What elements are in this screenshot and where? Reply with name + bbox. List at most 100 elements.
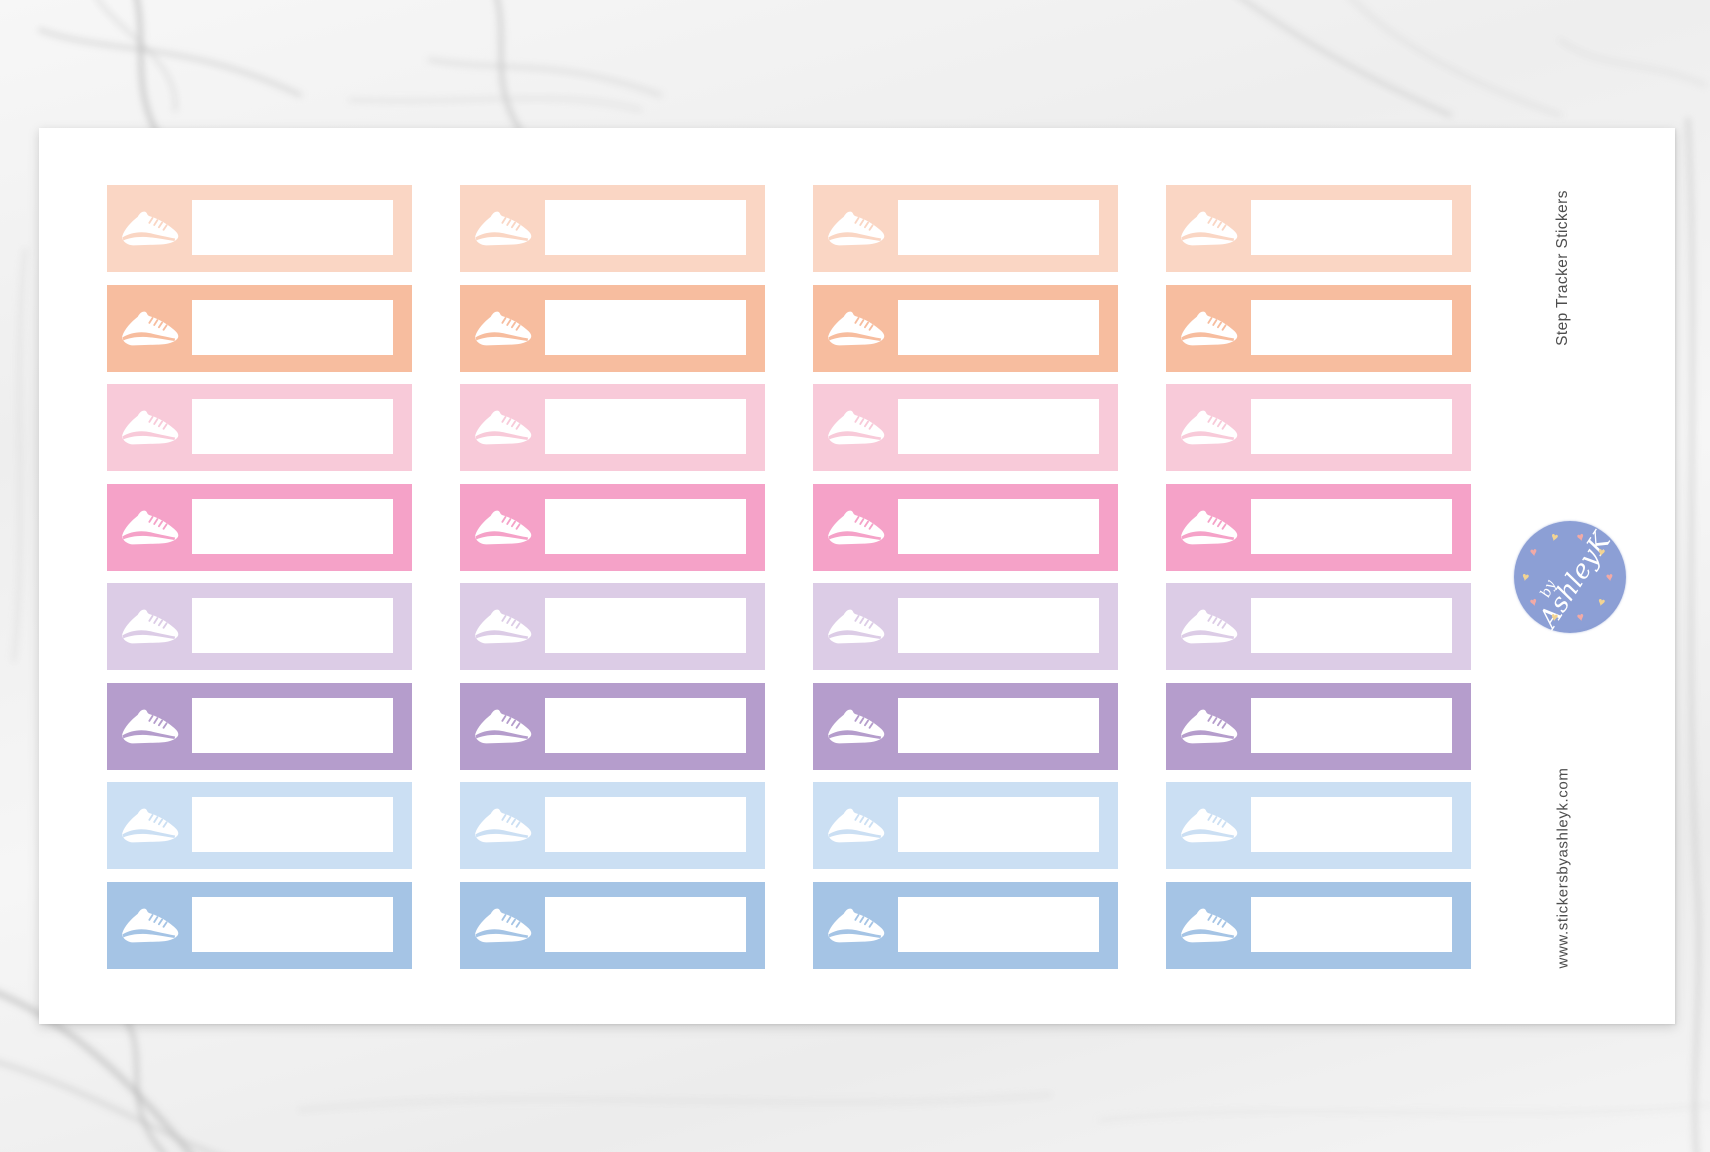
write-in-box xyxy=(192,896,393,952)
write-in-box xyxy=(1251,697,1452,753)
write-in-box xyxy=(545,299,746,355)
write-in-box xyxy=(545,896,746,952)
step-tracker-sticker-pastel-blue xyxy=(1166,782,1471,869)
write-in-box xyxy=(1251,598,1452,653)
write-in-box xyxy=(1251,299,1452,355)
step-tracker-sticker-pastel-lilac xyxy=(1166,583,1471,670)
step-tracker-sticker-pastel-peach xyxy=(460,185,765,272)
write-in-box xyxy=(545,797,746,852)
step-tracker-sticker-pink xyxy=(107,483,412,571)
sneaker-icon xyxy=(475,908,532,942)
sneaker-icon xyxy=(122,211,179,246)
website-url: www.stickersbyashleyk.com xyxy=(1554,767,1572,969)
sneaker-icon xyxy=(828,211,885,246)
sheet-title: Step Tracker Stickers xyxy=(1554,190,1571,346)
heart-icon: ♥ xyxy=(1549,529,1560,545)
write-in-box xyxy=(1251,498,1452,554)
sneaker-icon xyxy=(475,609,532,644)
step-tracker-sticker-pastel-pink xyxy=(813,384,1118,471)
write-in-box xyxy=(898,399,1099,454)
write-in-box xyxy=(898,498,1099,554)
write-in-box xyxy=(1251,896,1452,952)
write-in-box xyxy=(192,598,393,653)
sneaker-icon xyxy=(1181,311,1238,345)
sneaker-icon xyxy=(122,609,179,644)
sneaker-icon xyxy=(475,311,532,345)
step-tracker-sticker-pastel-lilac xyxy=(107,583,412,670)
write-in-box xyxy=(898,598,1099,653)
heart-icon: ♥ xyxy=(1596,594,1607,610)
write-in-box xyxy=(192,797,393,852)
sneaker-icon xyxy=(1181,609,1238,644)
step-tracker-sticker-pastel-peach xyxy=(1166,185,1471,272)
write-in-box xyxy=(192,697,393,753)
sneaker-icon xyxy=(475,709,532,743)
sneaker-icon xyxy=(828,808,885,843)
sneaker-icon xyxy=(475,510,532,544)
write-in-box xyxy=(192,299,393,355)
heart-icon: ♥ xyxy=(1605,569,1615,585)
write-in-box xyxy=(192,399,393,454)
step-tracker-sticker-lilac xyxy=(813,682,1118,770)
write-in-box xyxy=(898,697,1099,753)
sneaker-icon xyxy=(122,311,179,345)
sneaker-icon xyxy=(122,510,179,544)
write-in-box xyxy=(898,200,1099,255)
sneaker-icon xyxy=(828,311,885,345)
step-tracker-sticker-peach xyxy=(1166,284,1471,372)
write-in-box xyxy=(545,697,746,753)
step-tracker-sticker-pastel-peach xyxy=(107,185,412,272)
step-tracker-sticker-pastel-pink xyxy=(107,384,412,471)
step-tracker-sticker-pastel-blue xyxy=(813,782,1118,869)
sneaker-icon xyxy=(475,211,532,246)
write-in-box xyxy=(192,200,393,255)
heart-icon: ♥ xyxy=(1575,609,1586,625)
step-tracker-sticker-lilac xyxy=(107,682,412,770)
step-tracker-sticker-pink xyxy=(1166,483,1471,571)
sneaker-icon xyxy=(1181,908,1238,942)
sneaker-icon xyxy=(122,808,179,843)
write-in-box xyxy=(1251,797,1452,852)
write-in-box xyxy=(545,598,746,653)
logo-script: by AshleyK xyxy=(1525,522,1616,633)
sneaker-icon xyxy=(1181,510,1238,544)
sneaker-icon xyxy=(828,410,885,445)
sneaker-icon xyxy=(1181,709,1238,743)
sneaker-icon xyxy=(122,410,179,445)
step-tracker-sticker-pastel-blue xyxy=(107,782,412,869)
step-tracker-sticker-peach xyxy=(813,284,1118,372)
write-in-box xyxy=(898,797,1099,852)
sneaker-icon xyxy=(1181,211,1238,246)
write-in-box xyxy=(898,299,1099,355)
step-tracker-sticker-pastel-lilac xyxy=(460,583,765,670)
step-tracker-sticker-pastel-peach xyxy=(813,185,1118,272)
write-in-box xyxy=(545,399,746,454)
sticker-grid xyxy=(107,185,1471,969)
write-in-box xyxy=(1251,399,1452,454)
heart-icon: ♥ xyxy=(1520,569,1531,585)
heart-icon: ♥ xyxy=(1529,544,1539,560)
step-tracker-sticker-lilac xyxy=(1166,682,1471,770)
step-tracker-sticker-blue xyxy=(813,881,1118,969)
step-tracker-sticker-pastel-lilac xyxy=(813,583,1118,670)
sneaker-icon xyxy=(122,908,179,942)
sneaker-icon xyxy=(828,709,885,743)
step-tracker-sticker-pastel-pink xyxy=(1166,384,1471,471)
step-tracker-sticker-pink xyxy=(460,483,765,571)
brand-logo: by AshleyK ♥ ♥ ♥ ♥ ♥ ♥ ♥ ♥ ♥ ♥ xyxy=(1514,521,1626,633)
step-tracker-sticker-blue xyxy=(107,881,412,969)
write-in-box xyxy=(192,498,393,554)
write-in-box xyxy=(898,896,1099,952)
step-tracker-sticker-pastel-pink xyxy=(460,384,765,471)
step-tracker-sticker-peach xyxy=(107,284,412,372)
write-in-box xyxy=(545,200,746,255)
sneaker-icon xyxy=(475,808,532,843)
step-tracker-sticker-blue xyxy=(460,881,765,969)
step-tracker-sticker-pastel-blue xyxy=(460,782,765,869)
sneaker-icon xyxy=(828,510,885,544)
write-in-box xyxy=(545,498,746,554)
sneaker-icon xyxy=(1181,808,1238,843)
write-in-box xyxy=(1251,200,1452,255)
